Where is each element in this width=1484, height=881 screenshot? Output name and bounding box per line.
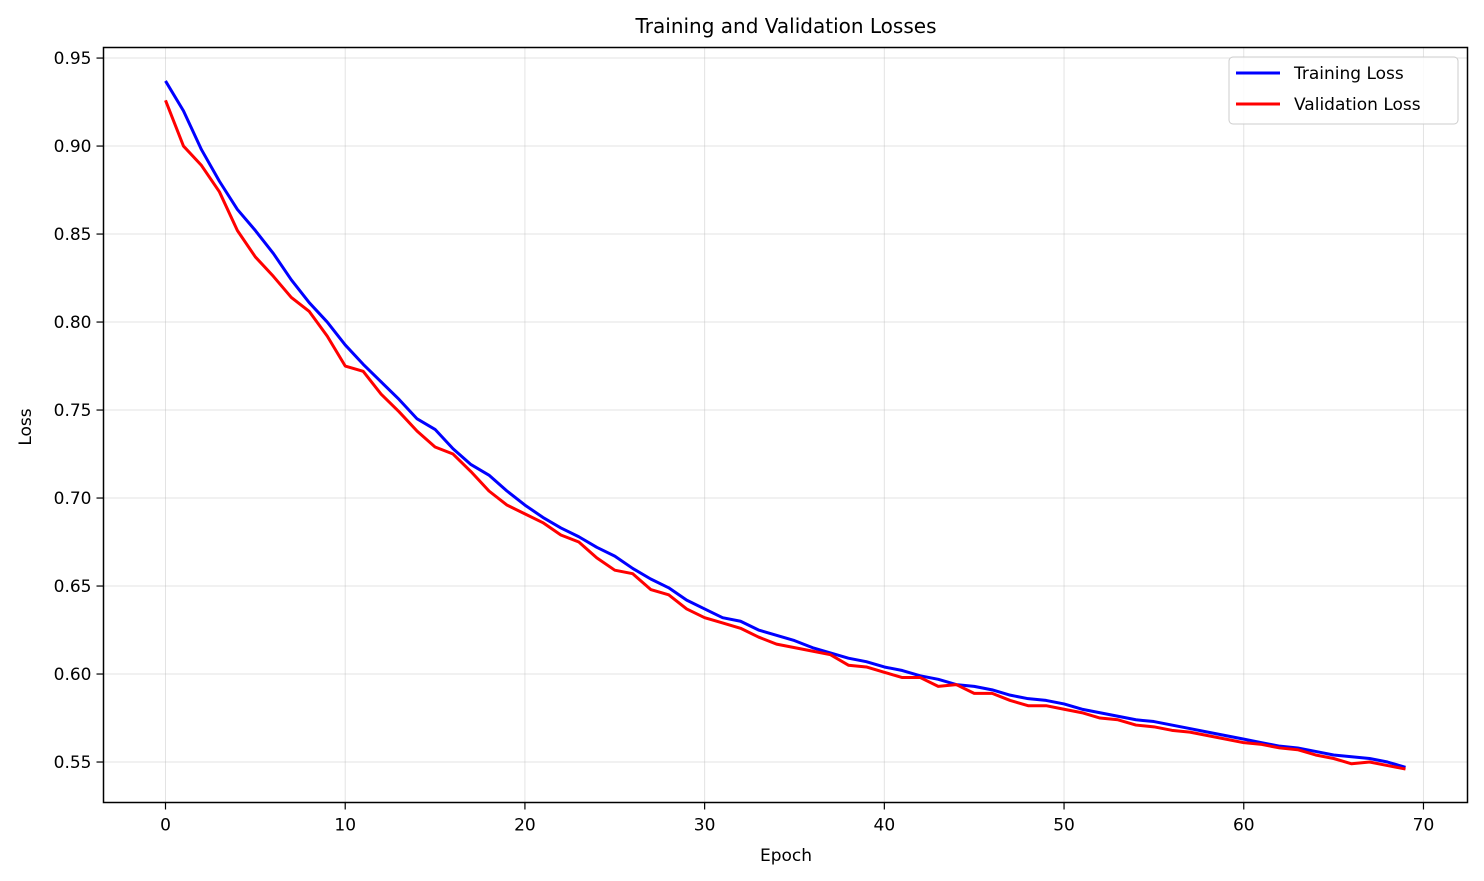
x-tick-label: 30: [694, 816, 716, 836]
x-tick-label: 10: [334, 816, 356, 836]
y-tick-label: 0.95: [54, 49, 92, 69]
y-axis: 0.55 0.60 0.65 0.70 0.75 0.80 0.85 0.90 0.95: [54, 49, 104, 773]
x-axis-title: Epoch: [760, 846, 812, 866]
y-axis-title: Loss: [16, 408, 36, 445]
legend-label-validation: Validation Loss: [1294, 95, 1421, 115]
series-layer: [164, 80, 1406, 771]
y-tick-label: 0.60: [54, 665, 92, 685]
y-tick-label: 0.65: [54, 577, 92, 597]
x-tick-label: 70: [1413, 816, 1435, 836]
legend-box: [1228, 56, 1459, 125]
legend: Training Loss Validation Loss: [1228, 56, 1459, 125]
y-tick-label: 0.55: [54, 753, 92, 773]
plot-frame: [102, 46, 1469, 804]
x-tick-label: 20: [514, 816, 536, 836]
series-line-training-loss: [164, 80, 1406, 769]
legend-label-training: Training Loss: [1293, 64, 1404, 84]
x-tick-label: 40: [874, 816, 896, 836]
x-tick-label: 50: [1053, 816, 1075, 836]
y-tick-label: 0.70: [54, 489, 92, 509]
grid: [103, 47, 1468, 803]
y-tick-label: 0.85: [54, 225, 92, 245]
chart-title: Training and Validation Losses: [635, 14, 937, 38]
x-axis: 0 10 20 30 40 50 60 70: [160, 802, 1435, 836]
x-tick-label: 0: [160, 816, 171, 836]
series-line-validation-loss: [164, 99, 1406, 771]
y-tick-label: 0.75: [54, 401, 92, 421]
x-tick-label: 60: [1233, 816, 1255, 836]
y-tick-label: 0.80: [54, 313, 92, 333]
y-tick-label: 0.90: [54, 137, 92, 157]
